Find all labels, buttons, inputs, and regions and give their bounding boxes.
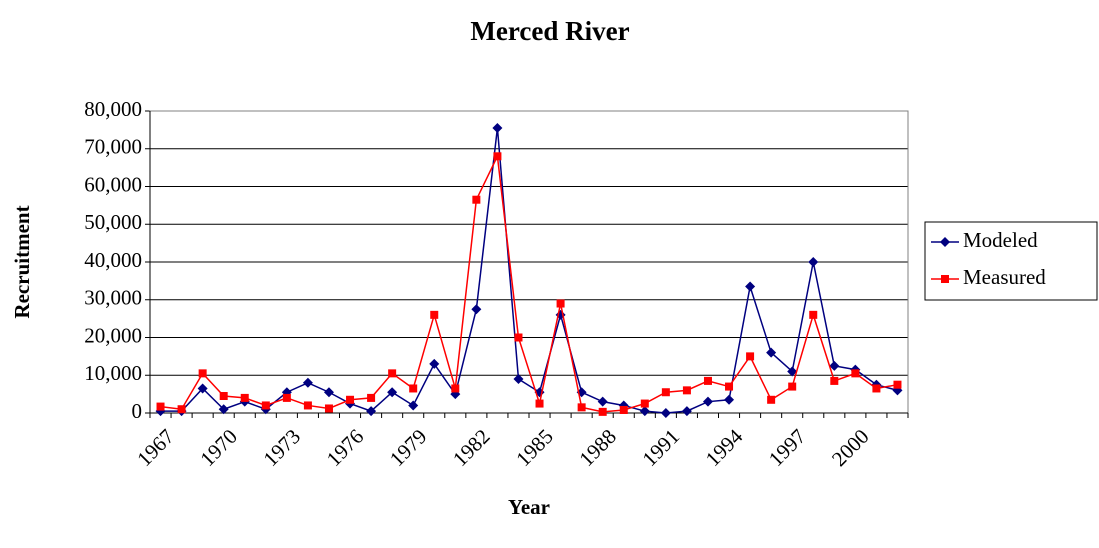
data-point [767,395,776,404]
data-point [177,405,186,414]
data-point [830,376,839,385]
data-point [240,393,249,402]
x-tick-label: 1967 [132,424,179,471]
data-point [218,404,229,415]
data-point [282,393,291,402]
x-tick-label: 1976 [322,424,369,471]
x-tick-label: 1988 [574,424,621,471]
data-point [640,399,649,408]
data-point [808,257,819,267]
data-point [809,310,818,319]
x-tick-label: 1994 [701,424,748,471]
y-axis-label: Recruitment [10,205,34,318]
x-tick-label: 1997 [764,424,811,471]
x-tick-label: 2000 [827,424,874,471]
data-point [598,407,607,416]
data-point [493,152,502,161]
x-tick-label: 1985 [511,424,558,471]
data-point [702,396,713,407]
data-point [535,399,544,408]
y-tick-label: 10,000 [84,361,142,385]
y-tick-label: 30,000 [84,286,142,310]
data-point [639,406,650,417]
data-point [724,394,735,405]
data-point [660,408,671,418]
data-point [367,393,376,402]
data-point [388,369,397,378]
y-tick-label: 70,000 [84,135,142,159]
data-point [746,352,755,361]
data-point [745,281,756,292]
data-point [829,360,840,371]
data-point [682,386,691,395]
x-axis-label: Year [508,495,550,519]
legend-box [924,221,1098,301]
data-point [472,195,481,204]
data-point [409,384,418,393]
data-point [492,122,503,133]
data-point [597,396,608,407]
x-tick-label: 1979 [385,424,432,471]
x-tick-label: 1970 [195,424,242,471]
data-point [346,395,355,404]
data-point [471,304,482,315]
x-tick-label: 1991 [637,424,684,471]
y-tick-label: 80,000 [84,97,142,121]
y-tick-label: 60,000 [84,172,142,196]
data-point [681,406,692,417]
data-point [556,299,565,308]
data-point [893,380,902,389]
data-point [661,388,670,397]
data-point [156,402,165,411]
data-point [514,333,523,342]
data-point [766,347,777,358]
chart-title: Merced River [470,16,629,46]
x-tick-label: 1973 [258,424,305,471]
data-point [197,383,208,394]
data-point [513,374,524,385]
data-point [323,387,334,398]
data-point [324,404,333,413]
data-point [302,377,313,388]
data-point [429,358,440,369]
data-point [451,384,460,393]
data-point [787,366,798,377]
legend-label: Modeled [963,228,1038,252]
y-tick-label: 50,000 [84,210,142,234]
data-point [872,384,881,393]
data-point [851,369,860,378]
data-point [408,400,419,411]
data-point [219,392,228,401]
data-point [619,405,628,414]
x-tick-label: 1982 [448,424,495,471]
data-point [703,376,712,385]
data-point [303,401,312,410]
data-point [366,406,377,417]
data-point [788,382,797,391]
y-tick-label: 0 [132,399,143,423]
legend-marker [941,275,949,283]
y-tick-label: 20,000 [84,323,142,347]
data-point [198,369,207,378]
data-point [261,401,270,410]
data-point [725,382,734,391]
data-point [430,310,439,319]
y-tick-label: 40,000 [84,248,142,272]
legend-label: Measured [963,265,1046,289]
data-point [387,387,398,398]
data-point [577,403,586,412]
legend-marker [940,237,950,247]
series-line [160,153,898,413]
